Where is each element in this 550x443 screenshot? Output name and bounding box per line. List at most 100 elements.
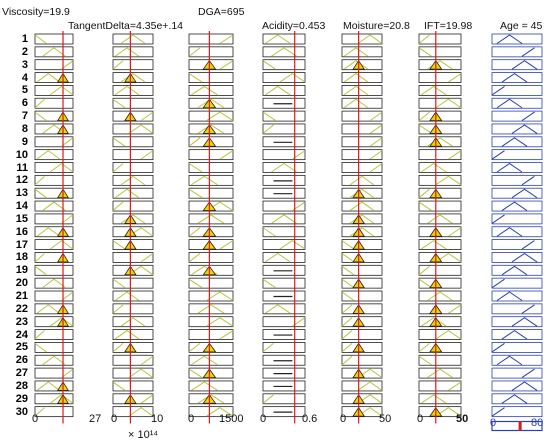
moisture-title: Moisture=20.8 [343, 20, 410, 32]
rule-cell [188, 149, 234, 161]
membership-curve [188, 188, 203, 199]
membership-curve [188, 227, 201, 237]
rule-cell [341, 187, 383, 199]
age-title: Age = 45 [500, 20, 543, 32]
membership-curve [418, 111, 430, 121]
membership-curve [219, 150, 234, 160]
rule-cell [34, 239, 74, 251]
output-membership-curve [496, 162, 523, 173]
rule-cell [341, 264, 383, 276]
membership-curve [357, 381, 383, 391]
rule-cell [341, 316, 383, 328]
output-cell [491, 110, 543, 122]
membership-curve [112, 381, 126, 391]
rule-cell [262, 149, 306, 161]
rule-number: 16 [15, 225, 28, 238]
membership-curve [112, 60, 124, 70]
rule-cell [418, 380, 462, 392]
membership-curve [34, 265, 47, 276]
rule-number: 9 [21, 135, 28, 148]
membership-curve [128, 407, 154, 417]
membership-curve [262, 394, 274, 404]
output-membership-curve [511, 252, 538, 263]
moisture-min-label: 0 [340, 413, 347, 425]
membership-curve [264, 252, 291, 263]
output-membership-curve [496, 291, 523, 301]
output-cell [491, 226, 543, 238]
rule-cell [34, 174, 74, 186]
rule-cell [188, 406, 234, 418]
rule-cell [418, 59, 462, 71]
membership-curve [140, 111, 154, 122]
output-membership-curve [521, 368, 535, 379]
rule-cell [341, 354, 383, 366]
rule-number: 13 [15, 187, 28, 200]
membership-curve [418, 47, 432, 57]
output-cell [491, 290, 543, 302]
age-min-label: 0 [490, 417, 497, 429]
rule-cell [418, 252, 462, 263]
membership-curve [271, 214, 297, 224]
membership-curve [341, 253, 355, 263]
rule-cell [112, 162, 154, 173]
output-cell [491, 46, 543, 58]
membership-curve [341, 265, 355, 276]
membership-curve [112, 98, 126, 109]
output-membership-curve [501, 201, 528, 211]
rule-cell [34, 200, 74, 212]
rule-number: 8 [21, 122, 28, 135]
rule-cell [112, 316, 154, 328]
rule-number: 30 [15, 405, 28, 418]
rule-cell [262, 226, 306, 238]
rule-cell [262, 59, 306, 71]
rule-cell [418, 110, 462, 122]
membership-curve [34, 98, 45, 109]
rule-cell [418, 303, 462, 315]
rule-cell [112, 252, 154, 263]
output-cell [491, 406, 543, 418]
output-cell [491, 136, 543, 148]
rule-cell [341, 33, 383, 45]
membership-curve [112, 278, 126, 289]
output-cell [491, 239, 543, 251]
rule-cell [262, 200, 306, 212]
membership-curve [418, 124, 432, 134]
membership-curve [448, 227, 462, 237]
rule-cell [34, 59, 74, 71]
rule-cell [418, 174, 462, 186]
membership-curve [341, 278, 355, 289]
membership-curve [114, 291, 140, 301]
output-cell [491, 380, 543, 392]
rule-cell [341, 226, 383, 238]
membership-curve [418, 201, 432, 211]
membership-curve [36, 150, 60, 160]
rule-cell [341, 290, 383, 302]
rule-number: 3 [21, 58, 28, 71]
membership-curve [418, 343, 430, 353]
output-membership-curve [496, 34, 523, 44]
membership-curve [34, 407, 45, 417]
aggregated-output-box [491, 420, 543, 432]
membership-curve [435, 98, 462, 109]
output-cell [491, 354, 543, 366]
membership-curve [140, 150, 154, 160]
rule-number: 17 [15, 238, 28, 251]
output-cell [491, 252, 543, 263]
acidity-max-label: 0.6 [302, 413, 318, 425]
membership-curve [120, 214, 146, 224]
rule-cell [341, 367, 383, 379]
membership-curve [188, 343, 201, 353]
membership-curve [264, 34, 291, 44]
rule-number: 26 [15, 354, 28, 367]
rule-cell [188, 213, 234, 225]
rule-cell [418, 354, 462, 366]
output-membership-curve [491, 85, 505, 96]
membership-curve [128, 368, 154, 379]
rule-cell [262, 213, 306, 225]
output-membership-curve [501, 394, 528, 404]
membership-curve [114, 329, 140, 340]
acidity-min-label: 0 [260, 413, 267, 425]
rule-cell [34, 393, 74, 405]
membership-curve [349, 188, 375, 199]
membership-curve [343, 60, 369, 70]
